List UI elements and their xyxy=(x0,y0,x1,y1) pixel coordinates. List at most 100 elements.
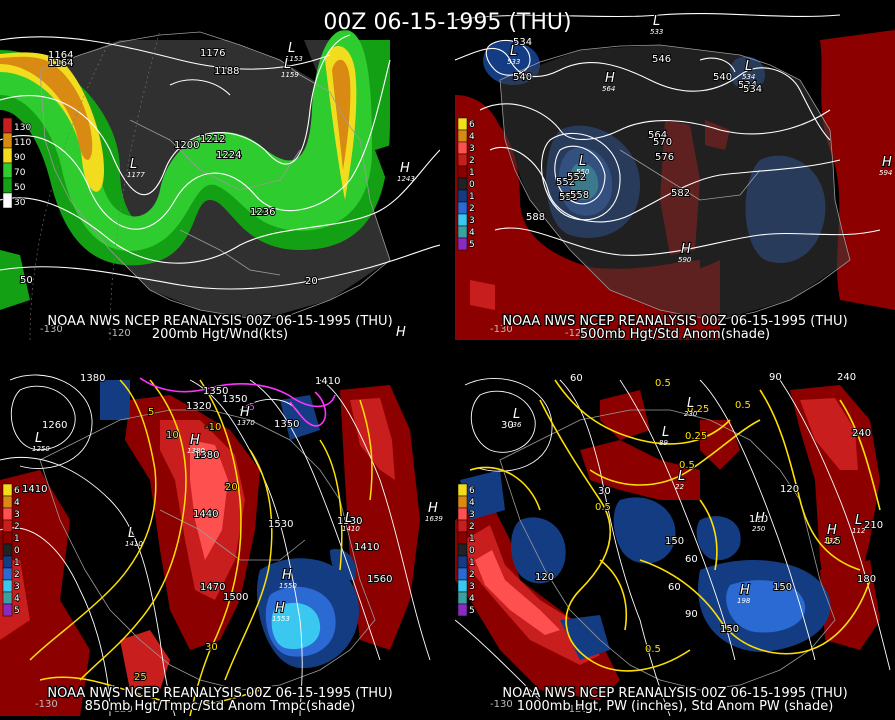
center-value: 112 xyxy=(852,527,866,535)
contour-label: 120 xyxy=(749,514,768,525)
contour-label: 120 xyxy=(780,484,799,495)
height-contours xyxy=(0,34,440,290)
legend-swatch xyxy=(2,162,13,179)
height-contours xyxy=(455,378,891,716)
legend-swatch xyxy=(2,531,13,545)
legend-label: 1 xyxy=(469,558,475,568)
contour-label: 1530 xyxy=(337,516,362,527)
contour-label: 1176 xyxy=(200,48,225,59)
high-center-marker: H xyxy=(282,568,292,583)
center-value: 230 xyxy=(684,410,698,418)
legend-label: 1 xyxy=(14,534,20,544)
contour-label: 60 xyxy=(685,554,698,565)
legend-label: 1 xyxy=(469,534,475,544)
temperature-contours xyxy=(29,379,373,716)
legend-label: 6 xyxy=(469,120,475,130)
legend-label: 2 xyxy=(469,204,475,214)
contour-label: 0.5 xyxy=(645,644,661,655)
center-value: 564 xyxy=(602,85,615,93)
legend-swatch xyxy=(457,531,468,545)
coastlines xyxy=(499,44,851,321)
legend-label: 110 xyxy=(14,138,31,148)
legend-swatch xyxy=(457,519,468,533)
contour-label: 50 xyxy=(20,275,33,286)
center-value: 590 xyxy=(678,256,692,264)
high-center-marker: H xyxy=(428,501,438,516)
legend-label: 1 xyxy=(469,192,475,202)
legend-label: 3 xyxy=(469,144,475,154)
legend-swatch xyxy=(2,132,13,149)
longitude-label: -130 xyxy=(490,699,513,710)
legend-label: 6 xyxy=(469,486,475,496)
longitude-label: -130 xyxy=(490,324,513,335)
high-center-marker: H xyxy=(190,433,200,448)
contour-label: 540 xyxy=(713,72,732,83)
low-center-marker: L xyxy=(513,407,520,422)
contour-label: 1380 xyxy=(80,373,105,384)
panel-caption-source: NOAA NWS NCEP REANALYSIS 00Z 06-15-1995 … xyxy=(47,686,392,701)
legend-swatch xyxy=(457,129,468,143)
contour-label: 1410 xyxy=(315,376,340,387)
center-value: 594 xyxy=(879,169,892,177)
low-center-marker: L xyxy=(678,469,685,484)
contour-label: 1410 xyxy=(22,484,47,495)
high-center-marker: H xyxy=(882,155,892,170)
contour-label: 210 xyxy=(864,520,883,531)
legend-label: 3 xyxy=(469,582,475,592)
contour-label: 0.5 xyxy=(679,460,695,471)
legend-swatch xyxy=(2,543,13,557)
contour-label: 534 xyxy=(738,80,757,91)
legend-label: 5 xyxy=(469,606,475,616)
high-center-marker: H xyxy=(605,71,615,86)
center-value: 1380 xyxy=(187,447,205,455)
center-value: 533 xyxy=(507,58,520,66)
center-value: 1410 xyxy=(342,525,360,533)
legend-swatch xyxy=(2,177,13,194)
legend-swatch xyxy=(2,591,13,605)
center-value: 1250 xyxy=(32,445,50,453)
contour-label: 0.5 xyxy=(595,502,611,513)
contour-label: 1200 xyxy=(174,140,199,151)
legend-label: 2 xyxy=(14,570,20,580)
panel-caption-source: NOAA NWS NCEP REANALYSIS 00Z 06-15-1995 … xyxy=(502,314,847,329)
legend-label: 4 xyxy=(14,594,20,604)
legend-label: 50 xyxy=(14,183,26,193)
contour-label: 30 xyxy=(205,642,218,653)
contour-label: 588 xyxy=(526,212,545,223)
low-center-marker: L xyxy=(662,425,669,440)
contour-label: 90 xyxy=(769,372,782,383)
legend-label: 30 xyxy=(14,198,26,208)
legend-label: 4 xyxy=(14,498,20,508)
panel-caption-field: 1000mb Hgt, PW (inches), Std Anom PW (sh… xyxy=(517,699,834,714)
low-center-marker: L xyxy=(579,154,586,169)
legend-label: 2 xyxy=(469,156,475,166)
coastlines xyxy=(39,31,391,321)
low-center-marker: L xyxy=(130,157,137,172)
legend-swatch xyxy=(457,201,468,215)
legend-swatch xyxy=(457,603,468,617)
legend-swatch xyxy=(2,579,13,593)
panel-850mb xyxy=(0,372,440,716)
legend: 6 4 3 2 1 0 1 2 3 4 5 xyxy=(457,483,476,617)
center-value: 1550 xyxy=(279,582,297,590)
panel-caption-source: NOAA NWS NCEP REANALYSIS 00Z 06-15-1995 … xyxy=(47,314,392,329)
legend-label: 3 xyxy=(14,582,20,592)
center-value: -36 xyxy=(510,421,522,429)
longitude-label: -120 xyxy=(110,704,133,715)
panel-caption-field: 500mb Hgt/Std Anom(shade) xyxy=(580,327,770,342)
legend: 6 4 3 2 1 0 1 2 3 4 5 xyxy=(2,483,21,617)
contour-label: 1440 xyxy=(193,509,218,520)
center-value: 1639 xyxy=(425,515,443,523)
contour-label: 0.25 xyxy=(687,404,709,415)
dynamic-labels: 1301109070503011641164117611881200121212… xyxy=(2,13,893,715)
contour-label: 546 xyxy=(652,54,671,65)
center-value: 22 xyxy=(675,483,684,491)
contour-label: 1410 xyxy=(354,542,379,553)
contour-label: 1500 xyxy=(223,592,248,603)
legend-label: 0 xyxy=(469,546,475,556)
center-value: 534 xyxy=(742,73,755,81)
contour-label: 10 xyxy=(166,430,179,441)
